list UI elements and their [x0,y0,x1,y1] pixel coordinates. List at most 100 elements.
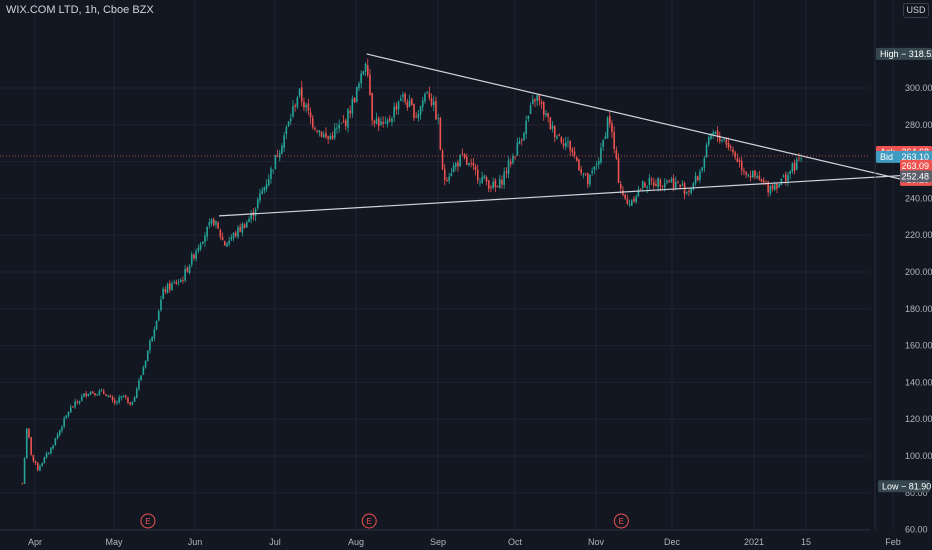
candle-body [762,180,765,183]
candle-body [364,63,367,72]
candle-body [245,221,248,228]
candle-body [415,116,417,118]
candle-body [773,184,776,190]
candle-body [782,175,785,178]
candle-body [267,179,270,186]
candle-body [747,174,750,176]
candle-body [127,397,129,403]
x-tick-label: Sep [430,537,446,547]
currency-button[interactable]: USD [903,3,929,18]
candle-body [349,110,351,114]
candle-body [611,123,613,133]
candle-body [118,397,120,403]
candle-body [613,132,615,150]
candle-body [25,428,28,459]
candle-body [241,224,244,233]
y-axis[interactable]: 60.00 80.00 100.00 120.00 140.00 160.00 180.00… [874,0,932,535]
candle-body [322,134,325,138]
candle-body [600,147,602,163]
candle-body [129,402,131,405]
trendline-lower[interactable] [218,174,905,217]
candle-body [553,126,556,137]
candle-body [498,178,501,189]
candle-body [160,299,162,311]
candle-body [331,135,334,139]
candle-body [586,173,589,185]
high-tag-text: High − 318.52 [880,49,932,59]
candle-body [571,148,574,153]
candle-body [248,219,250,223]
candle-body [78,401,81,403]
candle-body [450,173,453,177]
candle-body [529,105,532,115]
candle-body [303,101,305,108]
candle-body [494,180,497,187]
candle-body [525,120,527,134]
candle-body [74,401,76,408]
earnings-marker[interactable] [361,513,377,529]
earnings-marker[interactable] [140,513,156,529]
candle-body [399,98,402,101]
y-tick-label: 220.00 [905,230,932,240]
candle-body [551,125,554,129]
candle-body [549,117,552,130]
y-tick-label: 300.00 [905,83,932,93]
candle-body [485,177,488,182]
candle-body [369,74,371,95]
candle-body [102,391,105,395]
candle-body [624,194,626,199]
candle-body [96,394,98,396]
candle-body [41,463,43,467]
candle-body [140,375,142,380]
candle-body [743,170,745,172]
candle-body [175,282,178,285]
earnings-marker-label: E [145,517,150,526]
candle-body [305,104,307,108]
candle-body [65,415,68,419]
candle-body [278,152,281,158]
last-price-tag-bg [900,159,932,172]
candle-body [237,227,239,237]
candle-body [314,127,316,130]
x-axis[interactable]: Apr May Jun Jul Aug Sep Oct Nov Dec 2021 15 Feb [0,529,901,547]
candle-body [628,204,631,205]
candle-body [547,113,549,118]
y-tick-label: 280.00 [905,120,932,130]
candle-body [496,185,499,188]
trendlines[interactable] [218,53,905,217]
earnings-marker-label: E [367,517,372,526]
candle-body [338,124,340,129]
x-tick-label: Feb [885,537,901,547]
trendline-upper[interactable] [366,53,905,181]
candle-body [100,390,103,392]
candle-body [754,170,756,177]
candle-body [679,184,681,188]
candle-body [155,321,158,330]
candle-body [518,140,521,144]
candle-body [630,200,633,206]
candle-body [142,367,145,375]
candle-body [193,254,195,259]
y-tick-label: 240.00 [905,193,932,203]
candle-body [670,179,673,182]
candle-body [639,188,642,190]
candle-body [329,136,332,140]
candle-body [509,161,512,165]
x-tick-label: Jul [269,537,281,547]
candle-body [179,279,182,283]
candle-body [443,169,446,180]
candle-body [122,395,125,397]
low-tag-text: Low − 81.90 [882,482,931,492]
candle-body [714,131,717,134]
candle-body [263,187,266,191]
candle-body [487,180,490,189]
candle-body [408,100,411,107]
candle-body [72,407,74,408]
earnings-marker[interactable] [613,513,629,529]
candle-body [230,237,233,240]
x-tick-label: Nov [588,537,605,547]
candle-body [593,166,596,170]
candle-body [424,93,426,102]
